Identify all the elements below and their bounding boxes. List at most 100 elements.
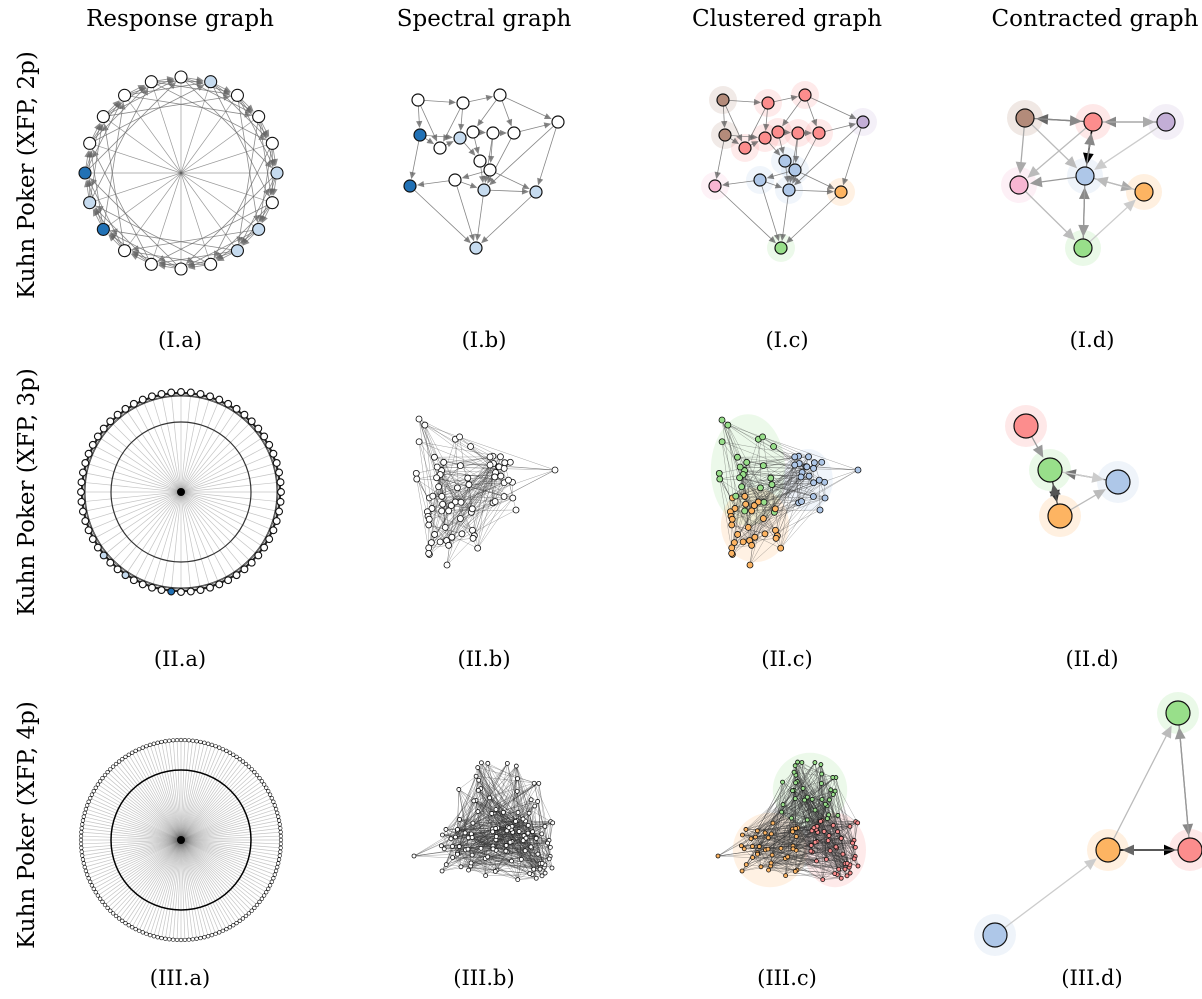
node xyxy=(819,796,825,802)
edge xyxy=(471,833,511,843)
edge xyxy=(821,783,825,832)
node xyxy=(140,930,145,935)
node xyxy=(272,872,277,877)
node xyxy=(246,764,251,769)
edge xyxy=(771,833,818,842)
edge-arrowhead xyxy=(244,111,252,118)
edge xyxy=(97,784,182,841)
node xyxy=(476,777,482,783)
edge xyxy=(157,839,182,938)
edge xyxy=(149,744,182,841)
edge xyxy=(771,456,809,485)
node xyxy=(448,836,454,842)
edge xyxy=(444,776,477,849)
edge xyxy=(180,491,237,576)
node xyxy=(490,829,496,835)
edge xyxy=(84,839,182,868)
edge xyxy=(771,484,776,509)
node xyxy=(254,424,263,433)
edge xyxy=(739,477,814,497)
node xyxy=(492,868,498,874)
node xyxy=(744,523,752,531)
edge xyxy=(455,836,469,850)
edge xyxy=(774,464,795,513)
node xyxy=(269,796,274,801)
edge xyxy=(731,456,809,549)
edge xyxy=(512,820,526,833)
edge xyxy=(97,491,182,548)
node xyxy=(457,498,465,506)
edge xyxy=(755,827,814,838)
node xyxy=(79,826,84,831)
edge xyxy=(438,477,468,487)
node xyxy=(436,538,444,546)
edge xyxy=(472,836,497,856)
node xyxy=(792,868,798,874)
edge xyxy=(744,470,803,473)
node xyxy=(278,845,283,850)
edge xyxy=(794,765,831,851)
node xyxy=(412,469,420,477)
edge xyxy=(135,839,182,930)
node xyxy=(254,772,260,778)
edge xyxy=(125,408,182,493)
node xyxy=(129,576,138,585)
edge-arrowhead xyxy=(731,137,740,145)
edge xyxy=(180,839,194,940)
edge-arrowhead xyxy=(445,133,454,141)
edge xyxy=(478,780,546,865)
contracted-graph-3p xyxy=(1005,405,1139,537)
node xyxy=(147,742,153,747)
edge xyxy=(750,777,837,839)
edge xyxy=(472,821,551,824)
edge xyxy=(495,828,546,866)
edge xyxy=(827,840,846,864)
edge xyxy=(437,466,505,469)
edge xyxy=(443,462,449,546)
node xyxy=(220,747,225,752)
node xyxy=(504,761,510,766)
edge xyxy=(495,778,518,840)
edge xyxy=(760,840,855,868)
edge xyxy=(763,472,803,519)
edge xyxy=(459,819,551,857)
node xyxy=(447,502,455,509)
node xyxy=(171,937,176,942)
node xyxy=(790,846,796,852)
node xyxy=(748,541,756,549)
node xyxy=(80,822,85,827)
node xyxy=(814,858,819,864)
edge xyxy=(797,761,833,778)
edge-arrowhead xyxy=(487,155,495,164)
edge xyxy=(777,479,820,536)
node xyxy=(546,856,552,862)
edge xyxy=(770,842,853,867)
edge xyxy=(468,765,517,838)
edge xyxy=(191,250,238,266)
edge xyxy=(770,782,783,863)
node xyxy=(760,498,768,506)
node xyxy=(209,933,215,938)
edge xyxy=(757,781,783,831)
edge xyxy=(492,831,541,870)
edge xyxy=(759,798,796,847)
edge xyxy=(180,392,192,493)
edge xyxy=(441,813,492,872)
edge xyxy=(752,796,808,847)
edge xyxy=(168,740,182,841)
edge xyxy=(771,812,782,856)
edge xyxy=(775,476,802,509)
edge xyxy=(746,772,795,865)
edge xyxy=(478,780,541,870)
edge xyxy=(757,762,816,831)
edge xyxy=(763,484,773,519)
edge xyxy=(795,798,813,831)
edge-arrowhead xyxy=(137,84,146,91)
edge xyxy=(446,501,456,566)
edge xyxy=(528,813,537,839)
edge xyxy=(745,782,796,830)
edge xyxy=(1032,121,1094,174)
edge-arrowhead xyxy=(416,181,425,188)
edge xyxy=(467,848,512,862)
edge-arrowhead xyxy=(1029,176,1043,188)
